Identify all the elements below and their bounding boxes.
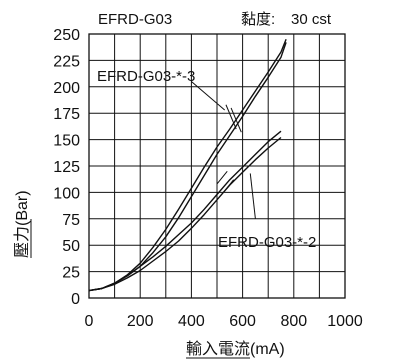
y-axis-label: 壓力(Bar): [13, 190, 31, 258]
series-2-tick-2: [223, 179, 235, 193]
x-tick-label: 600: [229, 313, 256, 330]
series-2-leader: [249, 173, 256, 219]
x-tick-label: 0: [85, 313, 94, 330]
y-tick-label: 250: [53, 27, 80, 44]
series-1-tick-1: [225, 104, 237, 130]
series-label-efrd-g03-2: EFRD-G03-*-2: [218, 234, 316, 251]
series-1-leader: [191, 81, 226, 111]
y-tick-label: 225: [53, 53, 80, 70]
x-tick-label: 200: [127, 313, 154, 330]
y-tick-labels: 0 25 50 75 100 125 150 175 200 225 250: [53, 27, 80, 308]
y-tick-label: 100: [53, 185, 80, 202]
x-tick-label: 1000: [327, 313, 363, 330]
curves: [88, 39, 287, 292]
series-2-curve-2: [88, 136, 282, 292]
y-tick-label: 75: [62, 212, 80, 229]
label-pointers: [191, 81, 256, 219]
y-tick-label: 200: [53, 80, 80, 97]
series-2-curve-1: [88, 130, 282, 292]
y-tick-label: 175: [53, 106, 80, 123]
series-1-tick-2: [230, 107, 242, 133]
x-axis-label: 輸入電流(mA): [186, 340, 285, 358]
series-label-efrd-g03-3: EFRD-G03-*-3: [97, 68, 195, 85]
x-tick-label: 800: [280, 313, 307, 330]
x-tick-label: 400: [178, 313, 205, 330]
viscosity-value: 30 cst: [291, 11, 332, 28]
y-tick-label: 50: [62, 238, 80, 255]
chart-title: EFRD-G03: [98, 11, 172, 28]
viscosity-label: 黏度:: [241, 11, 275, 28]
y-tick-label: 25: [62, 265, 80, 282]
y-tick-label: 150: [53, 133, 80, 150]
grid: [88, 33, 346, 299]
series-2-tick-1: [216, 170, 228, 185]
x-tick-labels: 0 200 400 600 800 1000: [85, 313, 363, 330]
plot-frame: [88, 33, 346, 299]
y-tick-label: 0: [71, 291, 80, 308]
y-tick-label: 125: [53, 159, 80, 176]
